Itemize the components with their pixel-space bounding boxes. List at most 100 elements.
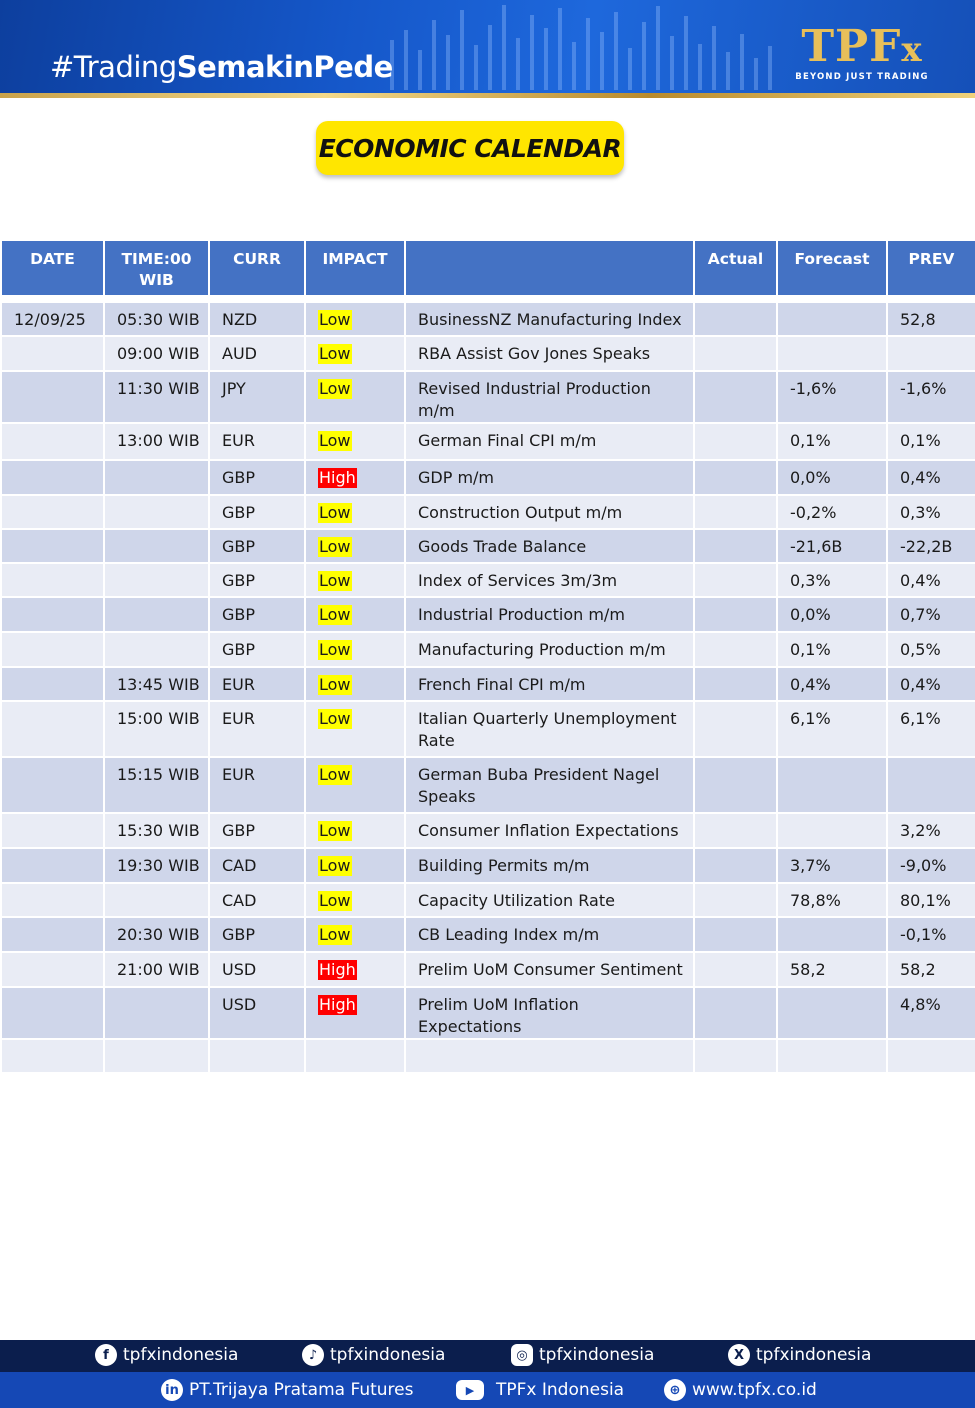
cell-impact: Low — [304, 494, 406, 530]
cell-prev: 0,5% — [886, 631, 975, 668]
cell-time — [103, 882, 210, 918]
cell-time — [103, 459, 210, 496]
cell-curr: GBP — [208, 459, 306, 496]
cell-actual — [693, 666, 778, 702]
impact-badge: Low — [318, 675, 352, 695]
cell-actual — [693, 562, 778, 598]
linkedin-link[interactable]: in PT.Trijaya Pratama Futures — [161, 1379, 413, 1401]
cell-prev: 52,8 — [886, 301, 975, 337]
footer-social-bar: f tpfxindonesia ♪ tpfxindonesia ◎ tpfxindon… — [0, 1340, 975, 1372]
cell-curr: EUR — [208, 756, 306, 814]
cell-date — [0, 631, 105, 668]
cell-time: 19:30 WIB — [103, 847, 210, 884]
cell-curr: JPY — [208, 370, 306, 424]
cell-impact: Low — [304, 700, 406, 758]
cell-forecast — [776, 916, 888, 953]
cell-date — [0, 1038, 105, 1074]
cell-curr: GBP — [208, 631, 306, 668]
table-row: GBP Low Construction Output m/m -0,2% 0,3% — [0, 494, 975, 530]
facebook-icon: f — [95, 1344, 117, 1366]
instagram-link[interactable]: ◎ tpfxindonesia — [511, 1344, 654, 1366]
cell-date: 12/09/25 — [0, 301, 105, 337]
cell-forecast: -21,6B — [776, 528, 888, 564]
cell-forecast: 0,1% — [776, 422, 888, 461]
cell-time: 05:30 WIB — [103, 301, 210, 337]
cell-forecast — [776, 986, 888, 1040]
youtube-link[interactable]: ▶ TPFx Indonesia — [456, 1380, 624, 1400]
cell-actual — [693, 459, 778, 496]
cell-time — [103, 631, 210, 668]
facebook-link[interactable]: f tpfxindonesia — [95, 1344, 238, 1366]
impact-badge: Low — [318, 821, 352, 841]
cell-event: Prelim UoM Consumer Sentiment — [404, 951, 695, 988]
cell-time: 15:30 WIB — [103, 812, 210, 849]
cell-actual — [693, 596, 778, 633]
gold-divider — [0, 93, 975, 98]
cell-curr: NZD — [208, 301, 306, 337]
cell-prev: -9,0% — [886, 847, 975, 884]
cell-date — [0, 422, 105, 461]
globe-icon: ⊕ — [664, 1379, 686, 1401]
impact-badge: High — [318, 468, 357, 488]
cell-time — [103, 986, 210, 1040]
table-row: 21:00 WIB USD High Prelim UoM Consumer Sent… — [0, 951, 975, 988]
tiktok-icon: ♪ — [302, 1344, 324, 1366]
impact-badge: Low — [318, 344, 352, 364]
cell-impact: Low — [304, 422, 406, 461]
tiktok-link[interactable]: ♪ tpfxindonesia — [302, 1344, 445, 1366]
cell-forecast — [776, 812, 888, 849]
cell-prev: 0,4% — [886, 562, 975, 598]
spacer-cell — [404, 295, 695, 303]
cell-actual — [693, 882, 778, 918]
cell-date — [0, 666, 105, 702]
cell-time: 15:00 WIB — [103, 700, 210, 758]
cell-prev — [886, 1038, 975, 1074]
cell-prev: 0,4% — [886, 666, 975, 702]
cell-actual — [693, 301, 778, 337]
impact-badge: Low — [318, 431, 352, 451]
cell-impact: Low — [304, 756, 406, 814]
cell-actual — [693, 335, 778, 372]
cell-event: GDP m/m — [404, 459, 695, 496]
cell-event: Construction Output m/m — [404, 494, 695, 530]
impact-badge: Low — [318, 709, 352, 729]
footer-contact-bar: in PT.Trijaya Pratama Futures ▶ TPFx Indon… — [0, 1372, 975, 1408]
cell-prev — [886, 335, 975, 372]
page-title: ECONOMIC CALENDAR — [316, 121, 624, 175]
cell-event: Italian Quarterly Unemployment Rate — [404, 700, 695, 758]
cell-time — [103, 1038, 210, 1074]
table-row: 13:45 WIB EUR Low French Final CPI m/m 0,4% 0… — [0, 666, 975, 702]
impact-badge: Low — [318, 571, 352, 591]
table-header-row: DATE TIME:00 WIB CURR IMPACT Actual Forec… — [0, 239, 975, 297]
cell-prev — [886, 756, 975, 814]
cell-event: Index of Services 3m/3m — [404, 562, 695, 598]
impact-badge: Low — [318, 537, 352, 557]
cell-forecast — [776, 335, 888, 372]
x-icon: X — [728, 1344, 750, 1366]
impact-badge: Low — [318, 856, 352, 876]
table-row: GBP Low Industrial Production m/m 0,0% 0,7% — [0, 596, 975, 633]
cell-date — [0, 335, 105, 372]
cell-impact: Low — [304, 882, 406, 918]
cell-prev: 80,1% — [886, 882, 975, 918]
table-row: GBP Low Goods Trade Balance -21,6B -22,2B — [0, 528, 975, 564]
impact-badge: Low — [318, 640, 352, 660]
cell-impact: Low — [304, 666, 406, 702]
cell-impact: Low — [304, 916, 406, 953]
chart-bars-decoration — [390, 5, 772, 90]
cell-prev: 0,7% — [886, 596, 975, 633]
cell-actual — [693, 422, 778, 461]
table-row: GBP Low Index of Services 3m/3m 0,3% 0,4% — [0, 562, 975, 598]
cell-impact — [304, 1038, 406, 1074]
cell-curr: CAD — [208, 882, 306, 918]
cell-impact: High — [304, 986, 406, 1040]
spacer-cell — [103, 295, 210, 303]
cell-curr: GBP — [208, 494, 306, 530]
cell-event: Revised Industrial Production m/m — [404, 370, 695, 424]
table-row: 11:30 WIB JPY Low Revised Industrial Produc… — [0, 370, 975, 424]
cell-actual — [693, 370, 778, 424]
col-time: TIME:00 WIB — [103, 239, 210, 297]
website-link[interactable]: ⊕ www.tpfx.co.id — [664, 1379, 817, 1401]
cell-forecast: 58,2 — [776, 951, 888, 988]
